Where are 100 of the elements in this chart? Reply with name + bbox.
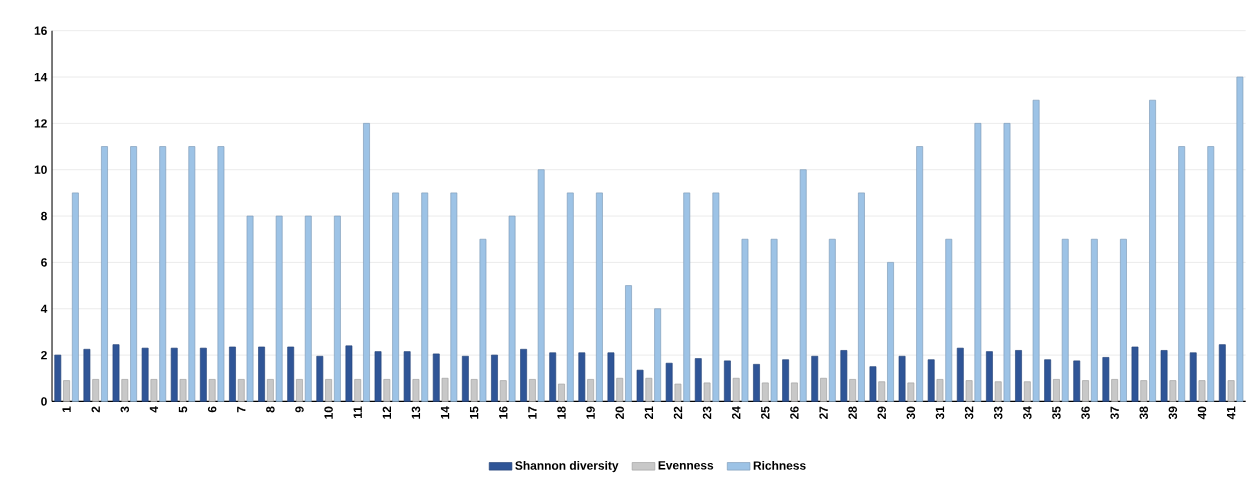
bar xyxy=(1236,76,1244,402)
bar xyxy=(83,348,91,402)
bar xyxy=(1131,346,1139,402)
bar xyxy=(1189,352,1197,402)
x-tick-label: 37 xyxy=(1110,406,1119,419)
bar xyxy=(383,378,391,402)
x-tick-label: 18 xyxy=(557,406,566,419)
bar xyxy=(199,347,207,402)
x-tick-label: 33 xyxy=(993,406,1003,419)
x-tick-label: 11 xyxy=(353,406,362,418)
bar xyxy=(1169,380,1177,402)
x-tick-label: 24 xyxy=(732,405,741,419)
x-tick-label: 6 xyxy=(207,406,217,413)
bar xyxy=(782,359,790,402)
bar xyxy=(1015,349,1022,402)
bar xyxy=(237,378,245,402)
bar xyxy=(374,351,382,402)
bar xyxy=(92,378,100,402)
x-tick-label: 29 xyxy=(877,406,886,419)
bar xyxy=(566,192,574,402)
bar xyxy=(1102,356,1110,402)
bar xyxy=(354,378,362,402)
bar xyxy=(712,192,720,402)
x-tick-label: 14 xyxy=(440,405,450,419)
bar xyxy=(1227,380,1235,402)
y-tick-label: 8 xyxy=(41,211,47,221)
bar xyxy=(956,347,964,402)
x-tick-label: 26 xyxy=(790,406,799,419)
bar xyxy=(499,380,507,402)
bar xyxy=(63,380,70,402)
bar xyxy=(741,238,749,402)
bar xyxy=(596,192,603,402)
bar xyxy=(878,381,886,402)
legend-label: Evenness xyxy=(658,460,714,470)
bar xyxy=(974,122,982,402)
bar xyxy=(654,308,662,402)
bar xyxy=(150,378,158,402)
x-tick-label: 22 xyxy=(673,406,683,419)
bar xyxy=(770,238,778,402)
x-tick-label: 23 xyxy=(702,406,712,419)
bar xyxy=(392,192,400,402)
bar xyxy=(578,352,586,402)
bar xyxy=(432,353,440,402)
x-tick-label: 39 xyxy=(1168,406,1178,419)
bar xyxy=(558,383,565,402)
bar xyxy=(528,378,536,402)
bar xyxy=(732,377,740,402)
legend-label: Shannon diversity xyxy=(515,460,619,472)
bar xyxy=(1061,238,1069,402)
bar xyxy=(665,362,673,402)
bar xyxy=(159,145,167,402)
bar xyxy=(461,355,469,402)
bar xyxy=(316,355,324,402)
x-tick-label: 38 xyxy=(1139,406,1148,419)
bar xyxy=(1044,359,1052,402)
x-tick-label: 17 xyxy=(528,406,537,419)
bar xyxy=(761,382,769,402)
bar xyxy=(208,378,216,402)
bar xyxy=(887,261,894,402)
bar xyxy=(441,377,449,402)
bar xyxy=(229,346,236,402)
bar xyxy=(753,363,760,402)
y-tick-label: 6 xyxy=(41,257,47,267)
bar xyxy=(828,238,836,402)
bar xyxy=(363,122,370,402)
x-tick-label: 40 xyxy=(1197,406,1207,420)
x-tick-label: 12 xyxy=(382,406,391,419)
bar xyxy=(636,369,644,402)
bar xyxy=(1160,349,1168,402)
bar xyxy=(179,378,187,402)
bar xyxy=(491,354,498,402)
x-tick-label: 9 xyxy=(295,406,304,413)
x-tick-label: 8 xyxy=(266,406,275,413)
x-tick-label: 10 xyxy=(324,406,333,419)
bar xyxy=(694,358,702,402)
bar xyxy=(936,378,944,402)
bar xyxy=(840,349,848,402)
x-tick-label: 32 xyxy=(964,406,974,419)
bar xyxy=(724,360,731,402)
bar xyxy=(54,354,62,402)
bar xyxy=(869,366,877,402)
x-tick-label: 4 xyxy=(149,405,159,413)
bar xyxy=(520,348,527,402)
bar xyxy=(333,215,341,402)
x-tick-label: 25 xyxy=(761,406,770,419)
bar xyxy=(849,378,857,402)
bar xyxy=(101,145,108,402)
bar xyxy=(325,378,332,402)
bar xyxy=(1032,99,1040,402)
bar xyxy=(916,145,924,402)
bar xyxy=(130,145,137,402)
bar xyxy=(345,345,353,402)
bar xyxy=(858,192,865,402)
bar xyxy=(791,382,798,402)
bar xyxy=(1111,378,1119,402)
bar xyxy=(907,382,915,402)
x-tick-label: 15 xyxy=(469,406,479,419)
y-tick-label: 12 xyxy=(34,118,47,128)
bar xyxy=(246,215,254,402)
x-tick-label: 7 xyxy=(237,406,246,413)
